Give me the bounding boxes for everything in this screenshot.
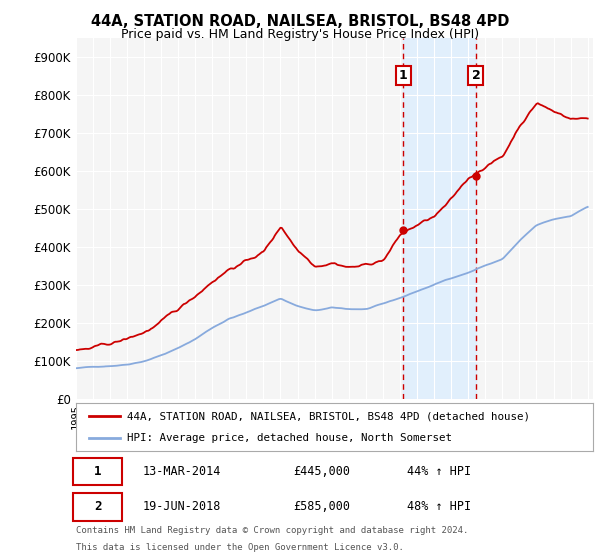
- Text: £585,000: £585,000: [293, 500, 350, 514]
- Text: £445,000: £445,000: [293, 465, 350, 478]
- Text: 2: 2: [94, 500, 101, 514]
- Text: 44A, STATION ROAD, NAILSEA, BRISTOL, BS48 4PD (detached house): 44A, STATION ROAD, NAILSEA, BRISTOL, BS4…: [127, 411, 530, 421]
- Text: HPI: Average price, detached house, North Somerset: HPI: Average price, detached house, Nort…: [127, 433, 452, 443]
- Text: 1: 1: [399, 69, 408, 82]
- Text: 44A, STATION ROAD, NAILSEA, BRISTOL, BS48 4PD: 44A, STATION ROAD, NAILSEA, BRISTOL, BS4…: [91, 14, 509, 29]
- Text: This data is licensed under the Open Government Licence v3.0.: This data is licensed under the Open Gov…: [76, 543, 403, 552]
- FancyBboxPatch shape: [73, 458, 122, 486]
- Text: 19-JUN-2018: 19-JUN-2018: [143, 500, 221, 514]
- Text: 1: 1: [94, 465, 101, 478]
- Text: 13-MAR-2014: 13-MAR-2014: [143, 465, 221, 478]
- Text: 44% ↑ HPI: 44% ↑ HPI: [407, 465, 471, 478]
- FancyBboxPatch shape: [73, 493, 122, 521]
- Text: 48% ↑ HPI: 48% ↑ HPI: [407, 500, 471, 514]
- Text: 2: 2: [472, 69, 480, 82]
- Text: Contains HM Land Registry data © Crown copyright and database right 2024.: Contains HM Land Registry data © Crown c…: [76, 526, 468, 535]
- Text: Price paid vs. HM Land Registry's House Price Index (HPI): Price paid vs. HM Land Registry's House …: [121, 28, 479, 41]
- Bar: [403, 38, 476, 399]
